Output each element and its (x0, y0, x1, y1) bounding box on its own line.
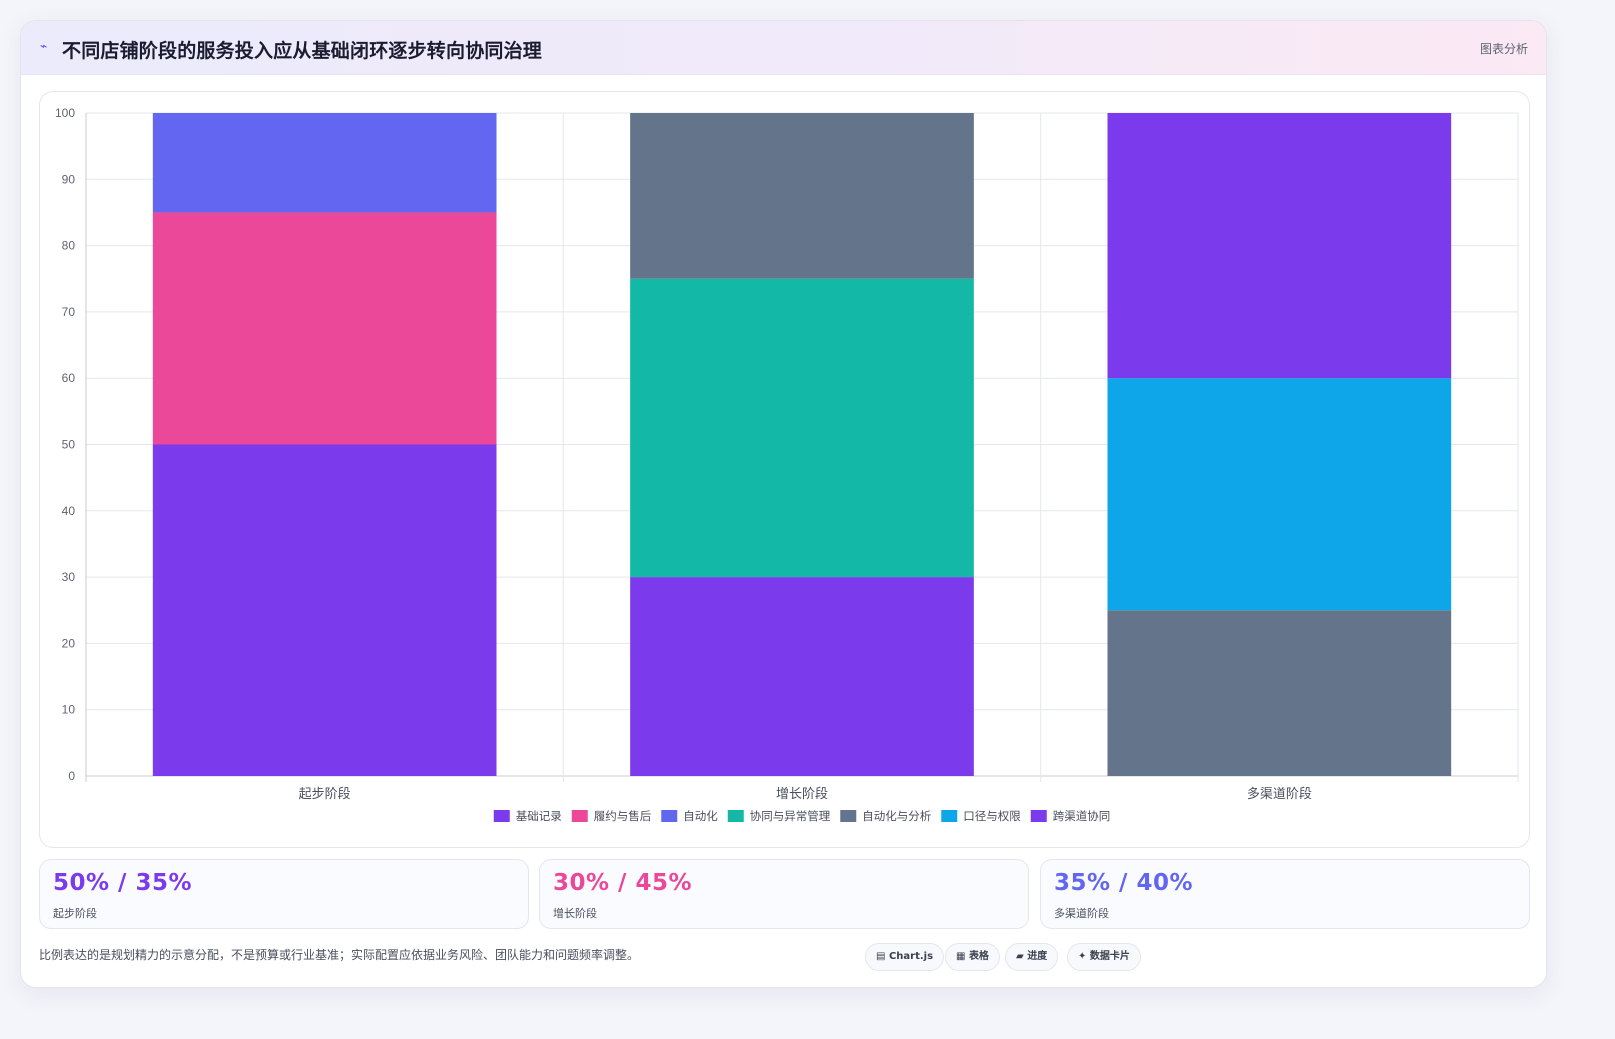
header-tag: 图表分析 (1479, 42, 1528, 56)
card-header: ⌁ 不同店铺阶段的服务投入应从基础闭环逐步转向协同治理 图表分析 (21, 21, 1546, 75)
y-tick-label: 10 (62, 703, 76, 717)
legend-label: 协同与异常管理 (750, 809, 831, 823)
y-tick-label: 70 (62, 305, 76, 319)
bar-segment (152, 113, 497, 213)
bar-segment (630, 113, 974, 279)
bar-segment (630, 278, 974, 578)
chart-card: ⌁ 不同店铺阶段的服务投入应从基础闭环逐步转向协同治理 图表分析 0 10 20 30… (20, 20, 1547, 988)
bar-segment (630, 577, 974, 776)
progress-icon: ▰ (1016, 951, 1024, 962)
pill-label: Chart.js (888, 951, 934, 962)
stat-card-startup: 50% / 35% 起步阶段 (39, 859, 529, 929)
legend-label: 口径与权限 (963, 809, 1021, 823)
y-tick-label: 90 (62, 172, 76, 186)
x-tick-label: 增长阶段 (776, 787, 828, 802)
y-tick-label: 20 (62, 636, 76, 650)
legend-swatch (941, 810, 958, 822)
pill-progress[interactable]: ▰ 进度 (1005, 943, 1059, 971)
stat-card-growth: 30% / 45% 增长阶段 (539, 859, 1029, 929)
y-tick-label: 0 (68, 769, 75, 783)
sparkle-icon: ✦ (1078, 951, 1087, 962)
stat-value: 50% / 35% (53, 870, 193, 896)
card-title: 不同店铺阶段的服务投入应从基础闭环逐步转向协同治理 (62, 40, 543, 62)
chart-panel: 0 10 20 30 40 50 60 70 80 90 100 起步阶段 增长阶段 多渠道阶段基础记录 履… (39, 91, 1530, 848)
x-tick-label: 多渠道阶段 (1247, 786, 1312, 802)
stat-value: 35% / 40% (1054, 870, 1194, 896)
pill-data-card[interactable]: ✦ 数据卡片 (1067, 943, 1141, 971)
chart-icon: ▤ (876, 951, 886, 962)
pill-label: 进度 (1027, 951, 1048, 962)
y-tick-label: 40 (62, 504, 76, 518)
stat-value: 30% / 45% (553, 870, 693, 896)
stat-label: 增长阶段 (553, 907, 597, 920)
legend-label: 基础记录 (516, 809, 562, 823)
pill-chartjs[interactable]: ▤ Chart.js (865, 943, 945, 971)
legend-swatch (661, 810, 678, 822)
legend-label: 跨渠道协同 (1053, 809, 1111, 823)
legend-label: 自动化 (683, 809, 718, 823)
stat-label: 起步阶段 (53, 907, 97, 920)
legend-swatch (571, 810, 588, 822)
y-tick-label: 100 (55, 106, 75, 120)
legend-swatch (727, 810, 744, 822)
y-tick-label: 30 (62, 570, 76, 584)
x-tick-label: 起步阶段 (299, 787, 351, 802)
bar-segment (152, 212, 497, 445)
y-tick-label: 60 (62, 371, 76, 385)
pill-table[interactable]: ▦ 表格 (945, 943, 1000, 971)
bar-segment (1107, 378, 1452, 611)
bar-segment (152, 444, 497, 776)
stat-card-multichannel: 35% / 40% 多渠道阶段 (1040, 859, 1530, 929)
bar-segment (1107, 113, 1452, 379)
stat-label: 多渠道阶段 (1054, 907, 1109, 920)
bar-segment (1107, 610, 1452, 776)
pill-label: 数据卡片 (1089, 951, 1130, 962)
legend-swatch (493, 810, 510, 822)
table-icon: ▦ (956, 951, 966, 962)
legend-label: 自动化与分析 (862, 809, 931, 823)
legend-label: 履约与售后 (594, 809, 652, 823)
pill-label: 表格 (968, 951, 989, 962)
y-tick-label: 80 (62, 239, 76, 253)
pulse-icon: ⌁ (40, 39, 48, 53)
legend-swatch (1030, 810, 1047, 822)
footnote: 比例表达的是规划精力的示意分配，不是预算或行业基准；实际配置应依据业务风险、团队… (39, 948, 640, 962)
legend-swatch (840, 810, 857, 822)
y-tick-label: 50 (62, 438, 76, 452)
